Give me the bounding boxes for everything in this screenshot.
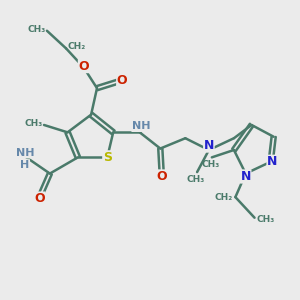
Text: CH₃: CH₃ (24, 119, 43, 128)
Text: S: S (103, 151, 112, 164)
Text: CH₃: CH₃ (27, 25, 46, 34)
Text: CH₂: CH₂ (214, 193, 232, 202)
Text: O: O (157, 170, 167, 183)
Text: O: O (117, 74, 127, 87)
Text: NH: NH (16, 148, 34, 158)
Text: N: N (204, 139, 214, 152)
Text: N: N (267, 155, 278, 168)
Text: CH₃: CH₃ (187, 175, 205, 184)
Text: N: N (241, 170, 251, 183)
Text: CH₃: CH₃ (256, 215, 274, 224)
Text: H: H (20, 160, 29, 170)
Text: CH₃: CH₃ (201, 160, 220, 169)
Text: O: O (34, 192, 45, 205)
Text: O: O (78, 60, 89, 73)
Text: NH: NH (132, 122, 150, 131)
Text: CH₂: CH₂ (68, 42, 86, 51)
